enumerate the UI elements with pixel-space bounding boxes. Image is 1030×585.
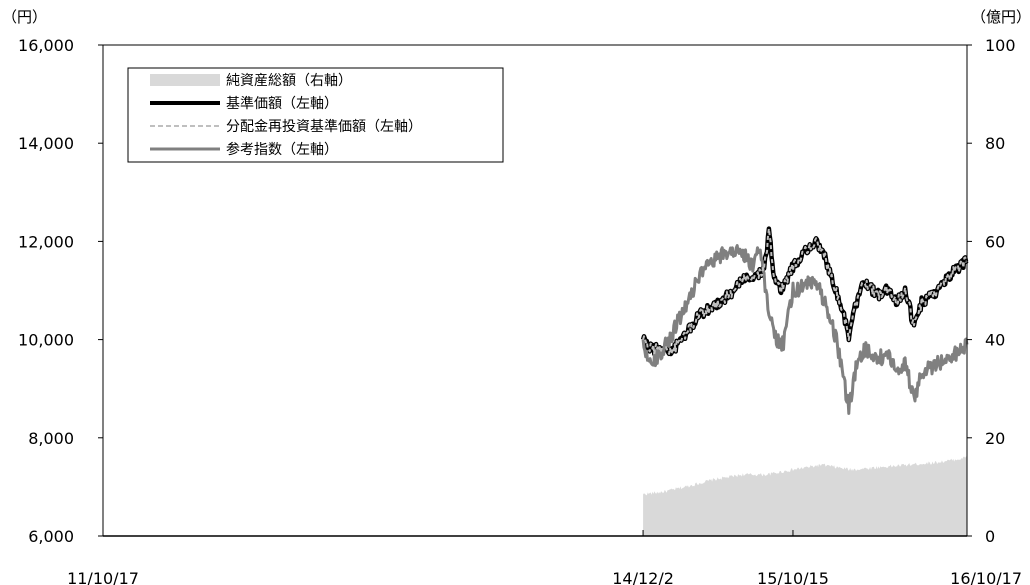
x-tick-label: 15/10/15: [757, 569, 829, 585]
legend-label: 参考指数（左軸）: [226, 141, 338, 158]
left-tick-label: 6,000: [28, 527, 74, 546]
series-reinvested-nav-line: [642, 227, 968, 356]
label-layer: （円） （億円） 6,000 8,000 10,000 12,000 14,000 16,…: [2, 8, 1030, 585]
left-tick-label: 12,000: [18, 232, 74, 251]
series-net-assets-area: [643, 456, 967, 536]
series-reference-index-line: [641, 244, 969, 415]
left-tick-label: 10,000: [18, 331, 74, 350]
right-tick-label: 100: [985, 36, 1016, 55]
left-tick-label: 8,000: [28, 429, 74, 448]
legend-label: 基準価額（左軸）: [226, 95, 338, 112]
left-tick-label: 14,000: [18, 134, 74, 153]
x-tick-label: 11/10/17: [67, 569, 139, 585]
axes-layer: [98, 44, 972, 537]
right-tick-label: 60: [985, 232, 1005, 251]
right-tick-label: 0: [985, 527, 995, 546]
right-axis-unit: （億円）: [971, 8, 1030, 26]
x-tick-label: 14/12/2: [612, 569, 674, 585]
legend-label: 純資産総額（右軸）: [226, 73, 352, 89]
legend-label: 分配金再投資基準価額（左軸）: [226, 118, 422, 135]
line-layer: [640, 226, 969, 415]
right-tick-label: 20: [985, 429, 1005, 448]
right-tick-label: 80: [985, 134, 1005, 153]
x-tick-label: 16/10/17: [950, 569, 1022, 585]
left-axis-unit: （円）: [2, 8, 47, 26]
area-layer: [643, 456, 967, 536]
right-tick-label: 40: [985, 331, 1005, 350]
legend-swatch-net-assets: [150, 74, 220, 86]
legend: 純資産総額（右軸） 基準価額（左軸） 分配金再投資基準価額（左軸） 参考指数（左軸）: [127, 67, 504, 163]
left-tick-label: 16,000: [18, 36, 74, 55]
